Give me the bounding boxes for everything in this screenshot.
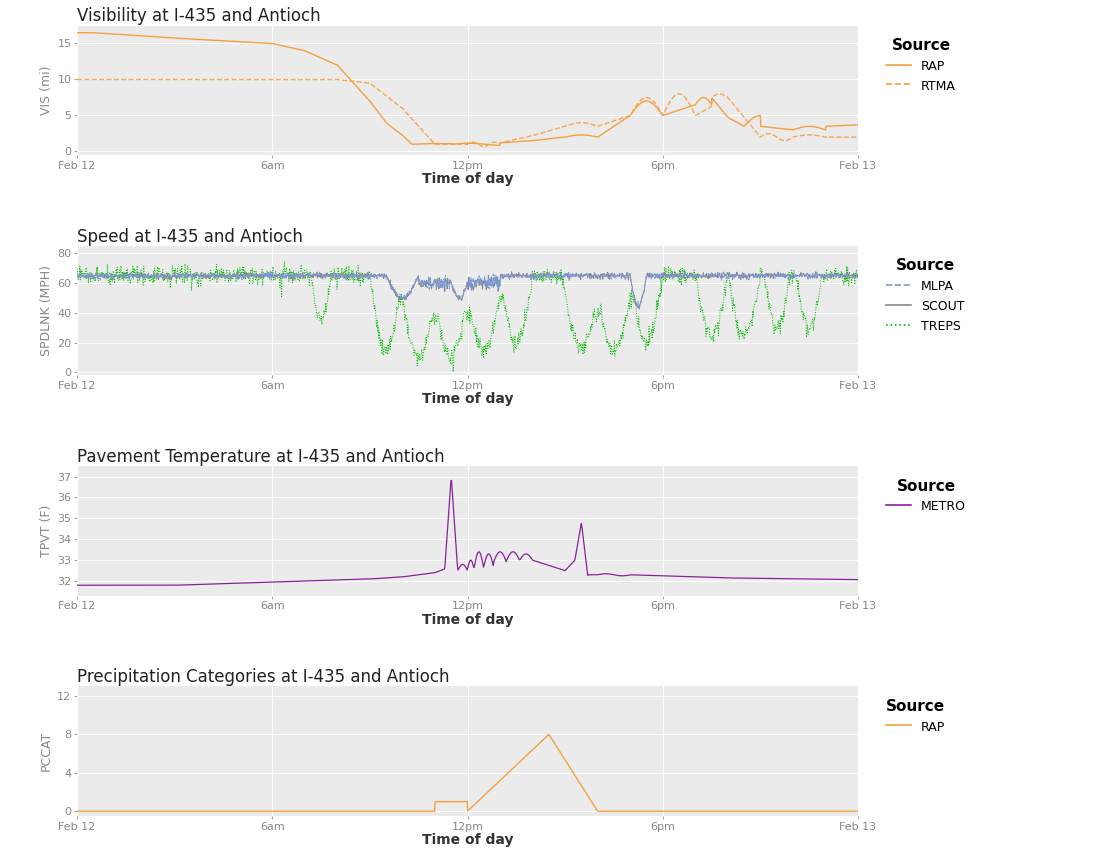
Y-axis label: TPVT (F): TPVT (F) [41, 505, 53, 557]
Text: Speed at I-435 and Antioch: Speed at I-435 and Antioch [77, 228, 303, 246]
X-axis label: Time of day: Time of day [421, 393, 514, 406]
Legend: METRO: METRO [880, 473, 972, 519]
Legend: RAP, RTMA: RAP, RTMA [880, 31, 962, 99]
X-axis label: Time of day: Time of day [421, 613, 514, 626]
Text: Visibility at I-435 and Antioch: Visibility at I-435 and Antioch [77, 8, 320, 25]
Y-axis label: PCCAT: PCCAT [41, 731, 53, 771]
X-axis label: Time of day: Time of day [421, 833, 514, 847]
Y-axis label: SPDLNK (MPH): SPDLNK (MPH) [41, 265, 53, 356]
Legend: RAP: RAP [880, 693, 952, 740]
Text: Precipitation Categories at I-435 and Antioch: Precipitation Categories at I-435 and An… [77, 668, 450, 686]
Text: Pavement Temperature at I-435 and Antioch: Pavement Temperature at I-435 and Antioc… [77, 448, 444, 466]
Y-axis label: VIS (mi): VIS (mi) [41, 65, 53, 115]
Legend: MLPA, SCOUT, TREPS: MLPA, SCOUT, TREPS [880, 252, 971, 339]
X-axis label: Time of day: Time of day [421, 172, 514, 186]
